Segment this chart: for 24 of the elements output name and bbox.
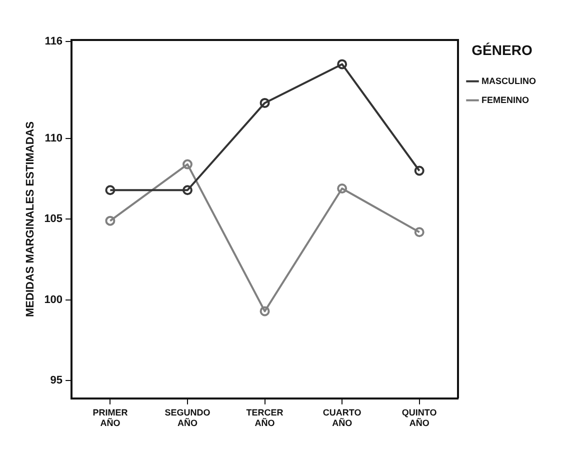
point bbox=[105, 216, 116, 226]
x-tick-label: PRIMER AÑO bbox=[92, 407, 128, 428]
y-tick-label: 105 bbox=[44, 213, 63, 226]
point bbox=[182, 185, 192, 196]
point bbox=[105, 185, 116, 196]
y-tick-label: 100 bbox=[44, 294, 63, 306]
y-tick-label: 95 bbox=[50, 374, 63, 387]
y-axis-title: MEDIDAS MARGINALES ESTIMADAS bbox=[24, 121, 37, 317]
legend-label: MASCULINO bbox=[482, 76, 536, 86]
x-tick-label: SEGUNDO AÑO bbox=[164, 407, 210, 428]
point bbox=[337, 184, 348, 194]
legend-label: FEMENINO bbox=[482, 94, 530, 105]
point bbox=[414, 227, 424, 238]
y-tick-label: 116 bbox=[44, 36, 63, 48]
legend-title: GÉNERO bbox=[472, 42, 532, 58]
point bbox=[260, 98, 270, 108]
point bbox=[337, 59, 348, 70]
x-tick-label: TERCER AÑO bbox=[246, 407, 284, 428]
x-tick-label: CUARTO AÑO bbox=[322, 407, 362, 428]
point bbox=[414, 166, 424, 176]
x-tick-label: QUINTO AÑO bbox=[402, 407, 437, 428]
point bbox=[260, 306, 270, 316]
y-tick-label: 110 bbox=[44, 132, 63, 145]
point bbox=[182, 159, 192, 170]
